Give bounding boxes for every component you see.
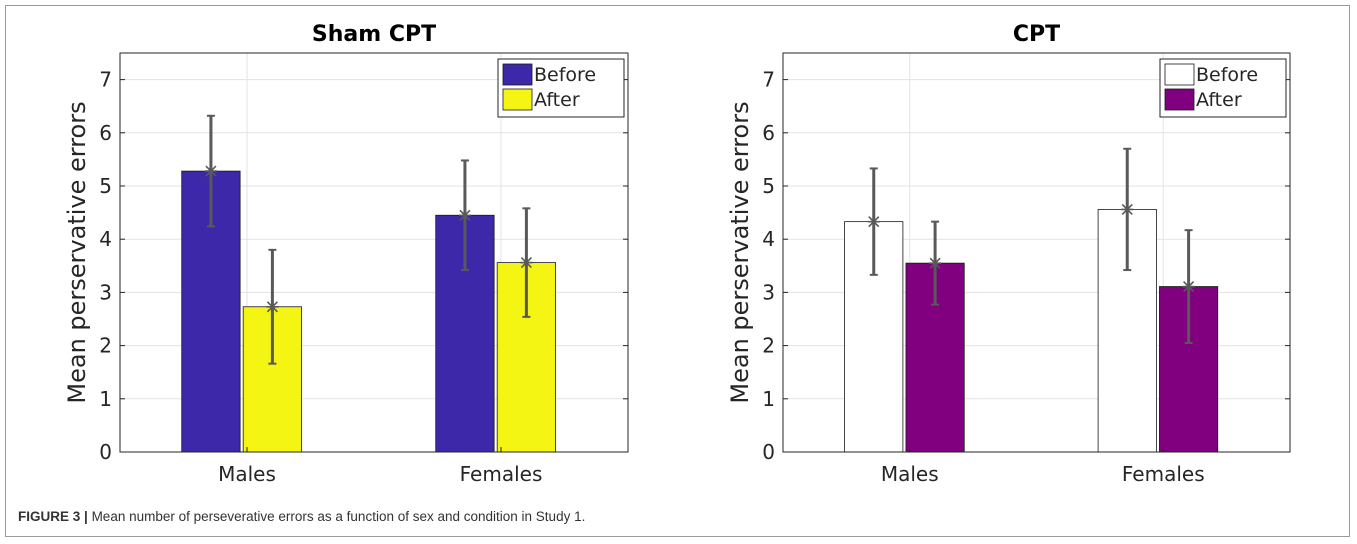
y-tick-label: 2 [762, 334, 775, 358]
chart-panel-2: 0 1 2 3 4 5 6 7 Males Females CPT Mean perservative… [726, 22, 1291, 486]
y-tick-label: 7 [99, 68, 112, 92]
y-tick-label: 4 [99, 227, 112, 251]
y-tick-label: 5 [762, 174, 775, 198]
legend-label: Before [1196, 64, 1258, 86]
y-tick-label: 6 [99, 121, 112, 145]
legend-swatch [502, 88, 533, 111]
legend-label: After [534, 89, 580, 111]
x-tick-label: Males [881, 462, 939, 486]
mean-marker [458, 209, 471, 221]
legend-swatch [1164, 88, 1195, 111]
y-tick-label: 2 [99, 334, 112, 358]
mean-marker [867, 216, 880, 228]
chart-title: CPT [1013, 22, 1060, 47]
y-axis-label: Mean perservative errors [726, 101, 754, 403]
mean-marker [929, 257, 942, 269]
charts-canvas: 0 1 2 3 4 5 6 7 Males Females Sham CPT Mean perserv… [63, 22, 1291, 486]
legend-swatch [1164, 63, 1195, 86]
y-tick-label: 4 [762, 227, 775, 251]
x-tick-label: Females [460, 462, 543, 486]
y-axis-label: Mean perservative errors [63, 101, 91, 403]
y-tick-label: 0 [762, 440, 775, 464]
legend-swatch [502, 63, 533, 86]
caption-label: FIGURE 3 | [18, 509, 88, 524]
mean-marker [1121, 203, 1134, 215]
mean-marker [266, 301, 279, 313]
x-tick-label: Males [218, 462, 276, 486]
legend-label: Before [534, 64, 596, 86]
chart-panel-1: 0 1 2 3 4 5 6 7 Males Females Sham CPT Mean perserv… [63, 22, 629, 486]
figure-caption: FIGURE 3 | Mean number of perseverative … [18, 509, 585, 524]
mean-marker [520, 257, 533, 269]
chart-title: Sham CPT [312, 22, 436, 47]
legend-label: After [1196, 89, 1242, 111]
y-tick-label: 6 [762, 121, 775, 145]
mean-marker [204, 165, 217, 177]
x-tick-label: Females [1122, 462, 1205, 486]
y-tick-label: 3 [99, 280, 112, 304]
figure-frame [5, 5, 1350, 537]
axes-box [119, 52, 629, 453]
y-tick-label: 1 [762, 387, 775, 411]
axes-box [782, 52, 1291, 453]
y-tick-label: 1 [99, 387, 112, 411]
y-tick-label: 0 [99, 440, 112, 464]
mean-marker [1182, 280, 1195, 293]
y-tick-label: 7 [762, 68, 775, 92]
caption-text: Mean number of perseverative errors as a… [91, 509, 586, 524]
y-tick-label: 3 [762, 280, 775, 304]
y-tick-label: 5 [99, 174, 112, 198]
